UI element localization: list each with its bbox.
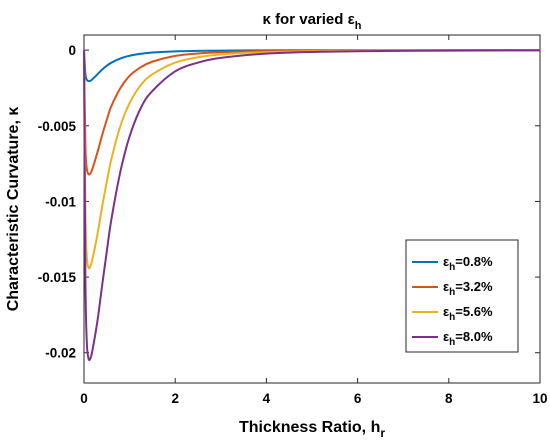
y-tick-label: -0.01 bbox=[45, 194, 76, 209]
y-tick-label: -0.005 bbox=[38, 119, 77, 134]
chart-title-sub: h bbox=[355, 20, 362, 32]
x-tick-label: 8 bbox=[445, 391, 453, 406]
series-lines bbox=[83, 49, 541, 362]
x-axis-label: Thickness Ratio, hr bbox=[239, 419, 385, 440]
legend-label-sub: h bbox=[449, 262, 455, 273]
legend-label-value: =0.8% bbox=[455, 254, 493, 269]
legend-label-4: εh=8.0% bbox=[443, 329, 493, 348]
legend-label-2: εh=3.2% bbox=[443, 279, 493, 298]
y-axis-label: Characteristic Curvature, κ bbox=[5, 107, 22, 312]
chart-title-main: κ for varied ε bbox=[263, 11, 355, 28]
x-axis-label-sub: r bbox=[380, 426, 385, 440]
legend-label-value: =8.0% bbox=[455, 329, 493, 344]
legend-label-eps: ε bbox=[443, 304, 449, 319]
legend-label-eps: ε bbox=[443, 279, 449, 294]
legend-box bbox=[405, 239, 519, 353]
x-tick-label: 4 bbox=[263, 391, 271, 406]
legend-label-eps: ε bbox=[443, 329, 449, 344]
y-tick-label: -0.02 bbox=[45, 346, 76, 361]
chart-title: κ for varied εh bbox=[263, 11, 362, 32]
legend: εh=0.8%εh=3.2%εh=5.6%εh=8.0% bbox=[405, 239, 519, 353]
y-axis-ticks: 0 -0.005 -0.01 -0.015 -0.02 bbox=[38, 43, 540, 361]
x-axis-label-main: Thickness Ratio, h bbox=[239, 419, 380, 436]
legend-label-1: εh=0.8% bbox=[443, 254, 493, 273]
legend-label-sub: h bbox=[449, 312, 455, 323]
legend-label-sub: h bbox=[449, 337, 455, 348]
legend-label-3: εh=5.6% bbox=[443, 304, 493, 323]
x-axis-ticks: 0 2 4 6 8 10 bbox=[80, 35, 548, 406]
x-tick-label: 10 bbox=[532, 391, 547, 406]
legend-label-sub: h bbox=[449, 287, 455, 298]
legend-label-value: =3.2% bbox=[455, 279, 493, 294]
legend-label-value: =5.6% bbox=[455, 304, 493, 319]
series-line-4 bbox=[83, 49, 541, 362]
legend-label-eps: ε bbox=[443, 254, 449, 269]
y-tick-label: -0.015 bbox=[38, 270, 77, 285]
x-tick-label: 2 bbox=[171, 391, 179, 406]
y-tick-label: 0 bbox=[68, 43, 76, 58]
x-tick-label: 6 bbox=[354, 391, 362, 406]
x-tick-label: 0 bbox=[80, 391, 88, 406]
